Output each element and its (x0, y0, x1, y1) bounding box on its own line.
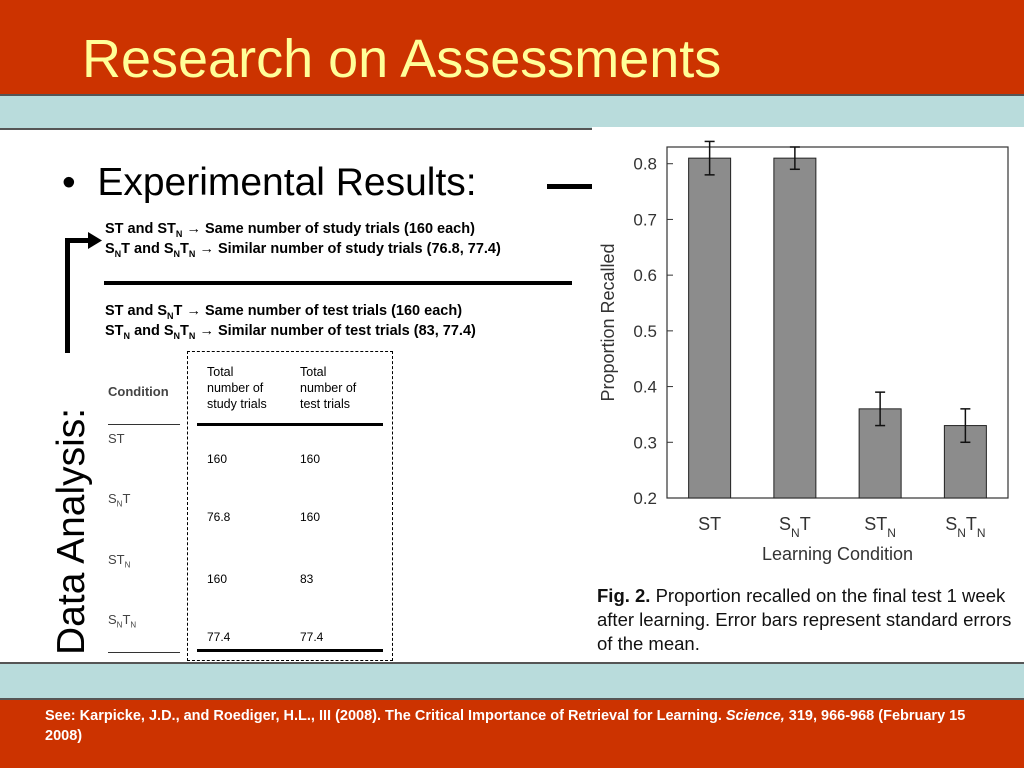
note-line-2: SNT and SNTN → Similar number of study t… (105, 241, 501, 259)
slide-title: Research on Assessments (82, 29, 722, 89)
x-tick-label: SNT (779, 514, 811, 540)
table-cell-test: 83 (300, 572, 314, 586)
plot-frame (666, 146, 1009, 499)
table-cell-test: 160 (300, 510, 321, 524)
table-cell-test: 160 (300, 452, 321, 466)
condition-item: STN (108, 552, 131, 570)
footer-bar (0, 700, 1024, 768)
condition-item: SNT (108, 491, 131, 509)
table-cell-study: 160 (207, 572, 228, 586)
test-trials-header: Total number of test trials (300, 365, 357, 411)
bullet-marker: • (62, 161, 76, 204)
y-tick-label: 0.4 (633, 378, 657, 397)
bar (773, 157, 817, 499)
y-tick-label: 0.6 (633, 266, 657, 285)
x-tick-label: SNTN (945, 514, 985, 540)
reference-citation: See: Karpicke, J.D., and Roediger, H.L.,… (45, 708, 966, 744)
bar-chart: 0.2 0.3 0.4 0.5 0.6 0.7 0.8 ST SNT STN SNTN Learnin… (598, 140, 1009, 564)
condition-item: ST (108, 431, 125, 446)
x-tick-label: STN (864, 514, 896, 540)
bar-chart-panel: 0.2 0.3 0.4 0.5 0.6 0.7 0.8 ST SNT STN SNTN Learnin… (592, 127, 1024, 662)
note-line-4: STN and SNTN → Similar number of test tr… (105, 323, 476, 341)
data-analysis-label: Data Analysis: (50, 407, 93, 655)
bar (688, 157, 732, 499)
condition-bottom-rule (108, 652, 180, 653)
bottom-accent-band (0, 662, 1024, 700)
figure-caption: Fig. 2. Proportion recalled on the final… (597, 584, 1022, 656)
table-cell-study: 76.8 (207, 510, 231, 524)
table-cell-test: 77.4 (300, 630, 324, 644)
x-tick-label: ST (698, 514, 721, 534)
table-cell-study: 77.4 (207, 630, 231, 644)
title-bar (0, 0, 1024, 96)
table-cell-study: 160 (207, 452, 228, 466)
condition-item: SNTN (108, 612, 137, 630)
arrow-to-chart-shaft (547, 184, 597, 189)
note-line-1: ST and STN → Same number of study trials… (105, 221, 475, 239)
bracket-vertical-line (65, 240, 70, 353)
notes-divider (104, 281, 572, 285)
y-tick-label: 0.7 (633, 210, 657, 229)
condition-header: Condition (108, 384, 169, 399)
table-header-rule (197, 423, 383, 426)
bracket-arrow-head-icon (88, 232, 102, 249)
figure-number: Fig. 2. (597, 585, 651, 606)
bracket-horizontal-line (65, 238, 95, 243)
y-tick-label: 0.3 (633, 433, 657, 452)
y-tick-label: 0.2 (633, 489, 657, 508)
condition-top-rule (108, 424, 180, 425)
top-accent-band (0, 94, 1024, 130)
y-tick-label: 0.5 (633, 322, 657, 341)
bullet-text: Experimental Results: (97, 161, 477, 204)
study-trials-header: Total number of study trials (207, 365, 267, 411)
figure-caption-text: Proportion recalled on the final test 1 … (597, 585, 1012, 654)
y-axis-label: Proportion Recalled (598, 243, 618, 401)
table-bottom-rule (197, 649, 383, 652)
y-tick-label: 0.8 (633, 155, 657, 174)
bullet-experimental-results: • Experimental Results: (62, 163, 477, 202)
note-line-3: ST and SNT → Same number of test trials … (105, 303, 463, 321)
trials-table: Total number of study trials Total numbe… (187, 351, 393, 661)
x-axis-label: Learning Condition (762, 544, 913, 564)
